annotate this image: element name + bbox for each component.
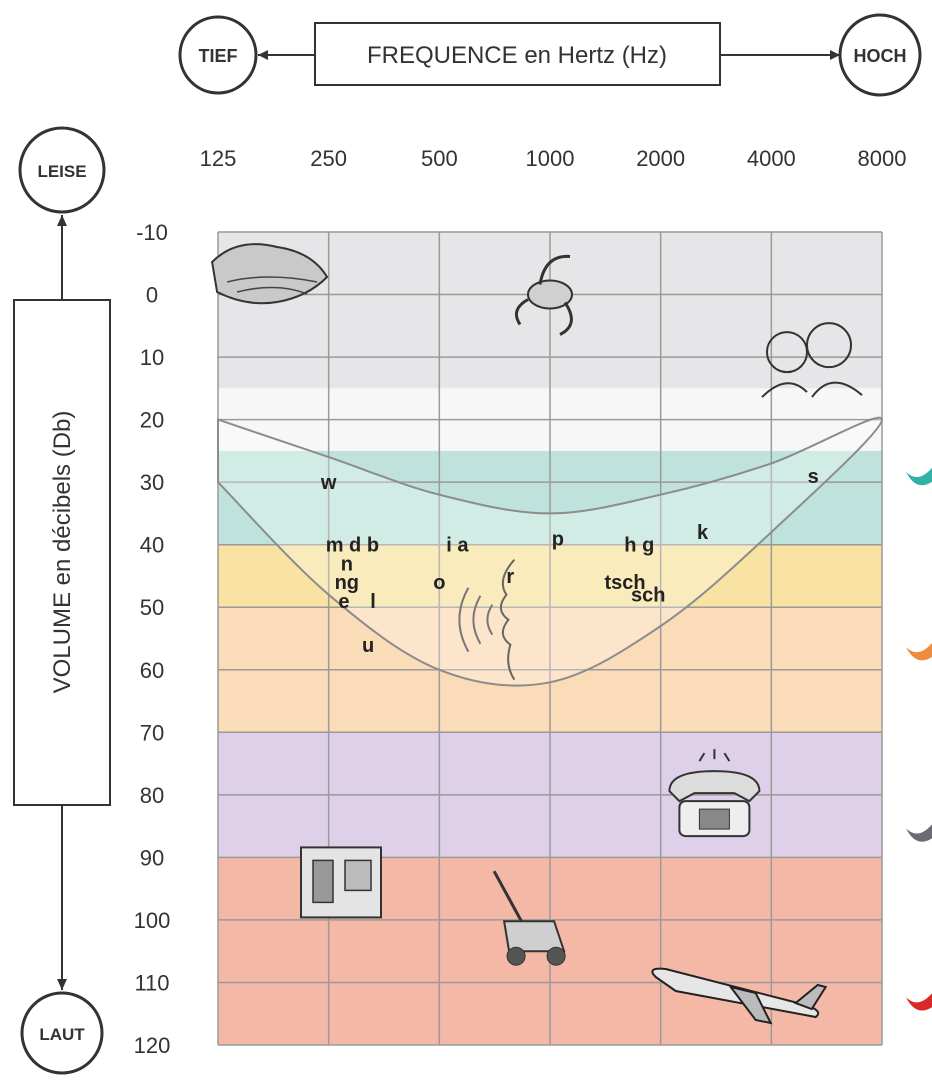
lawnmower-icon	[492, 870, 566, 966]
phoneme-label: m d b	[326, 535, 379, 557]
sound-waves	[458, 587, 494, 653]
side-marker	[906, 993, 932, 1011]
laut-circle	[20, 991, 104, 1075]
y-tick-label: 0	[146, 283, 158, 308]
hoch-circle	[838, 13, 922, 97]
sound-icons	[211, 243, 863, 1025]
phoneme-label: w	[320, 472, 337, 494]
tief-circle	[178, 15, 258, 95]
machine-panel-right	[344, 859, 372, 892]
phoneme-label: tsch	[604, 572, 645, 594]
person-head-right	[806, 322, 852, 369]
y-tick-labels: -10 0 10 20 30 40 50 60 70 80 90 100 110 120	[134, 220, 171, 1058]
bird-wings	[514, 254, 573, 336]
y-tick-label: 20	[140, 408, 164, 433]
y-tick-label: -10	[136, 220, 168, 245]
x-axis-label: FREQUENCE en Hertz (Hz)	[367, 42, 667, 69]
phoneme-label: n	[341, 554, 353, 576]
frequency-label-box	[314, 22, 721, 86]
airplane-wing	[728, 985, 773, 1025]
machine-panel	[312, 859, 334, 904]
leise-label: LEISE	[37, 162, 86, 181]
leise-circle	[18, 126, 106, 214]
airplane-icon	[651, 967, 828, 1025]
x-tick-label: 500	[421, 146, 458, 171]
y-tick-label: 110	[134, 970, 169, 995]
frequency-header: TIEF HOCH FREQUENCE en Hertz (Hz)	[178, 13, 922, 97]
side-marker	[906, 824, 932, 842]
volume-axis: LEISE LAUT VOLUME en décibels (Db)	[13, 126, 111, 1075]
leaves-veins	[226, 276, 318, 295]
volume-label-box	[13, 299, 111, 806]
hoch-label: HOCH	[854, 46, 907, 66]
x-tick-label: 250	[310, 146, 347, 171]
y-tick-label: 30	[140, 470, 164, 495]
leaves-shape	[211, 243, 329, 305]
mower-handle	[492, 870, 526, 927]
person-shoulders	[761, 381, 863, 398]
mower-wheel	[546, 946, 566, 966]
whispering-people-icon	[761, 322, 863, 398]
x-tick-label: 4000	[747, 146, 796, 171]
leaves-icon	[211, 243, 329, 305]
speech-banana	[217, 416, 884, 687]
laut-label: LAUT	[39, 1025, 85, 1044]
phoneme-label: u	[362, 635, 374, 657]
speaking-face-icon	[458, 559, 516, 681]
speech-banana-outline	[217, 416, 884, 687]
x-tick-label: 1000	[526, 146, 575, 171]
phoneme-label: ng	[335, 572, 359, 594]
machine-icon	[300, 846, 382, 919]
bird-icon	[514, 254, 573, 336]
telephone-keypad	[698, 808, 730, 830]
phoneme-label: o	[433, 572, 445, 594]
y-tick-label: 50	[140, 595, 164, 620]
y-tick-label: 10	[140, 345, 164, 370]
phoneme-label: r	[506, 566, 514, 588]
mower-body	[502, 920, 566, 953]
ring-lines	[698, 749, 731, 762]
phoneme-label: e	[338, 591, 349, 613]
phoneme-label: p	[552, 528, 564, 550]
telephone-icon	[668, 749, 761, 838]
phoneme-label: i a	[446, 535, 469, 557]
y-tick-label: 100	[134, 908, 171, 933]
x-tick-label: 125	[200, 146, 237, 171]
phoneme-label: s	[808, 466, 819, 488]
tief-label: TIEF	[199, 46, 238, 66]
phoneme-label: sch	[631, 585, 665, 607]
telephone-handset	[668, 770, 761, 803]
y-axis-label: VOLUME en décibels (Db)	[49, 411, 76, 694]
phoneme-label: h g	[624, 535, 654, 557]
side-marker	[906, 643, 932, 661]
bird-body	[527, 279, 573, 310]
y-tick-label: 120	[134, 1033, 171, 1058]
side-marker	[906, 467, 932, 486]
person-head-left	[766, 331, 808, 374]
y-tick-label: 80	[140, 783, 164, 808]
x-tick-label: 8000	[858, 146, 907, 171]
x-tick-labels: 125 250 500 1000 2000 4000 8000	[200, 146, 907, 171]
airplane-tail	[793, 983, 828, 1011]
x-tick-label: 2000	[636, 146, 685, 171]
phoneme-label: l	[370, 591, 376, 613]
y-tick-label: 40	[140, 533, 164, 558]
side-markers	[906, 467, 932, 1011]
face-profile	[499, 559, 516, 681]
y-tick-label: 90	[140, 845, 164, 870]
mower-wheel	[506, 946, 526, 966]
phoneme-label: k	[697, 522, 709, 544]
y-tick-label: 70	[140, 720, 164, 745]
y-tick-label: 60	[140, 658, 164, 683]
